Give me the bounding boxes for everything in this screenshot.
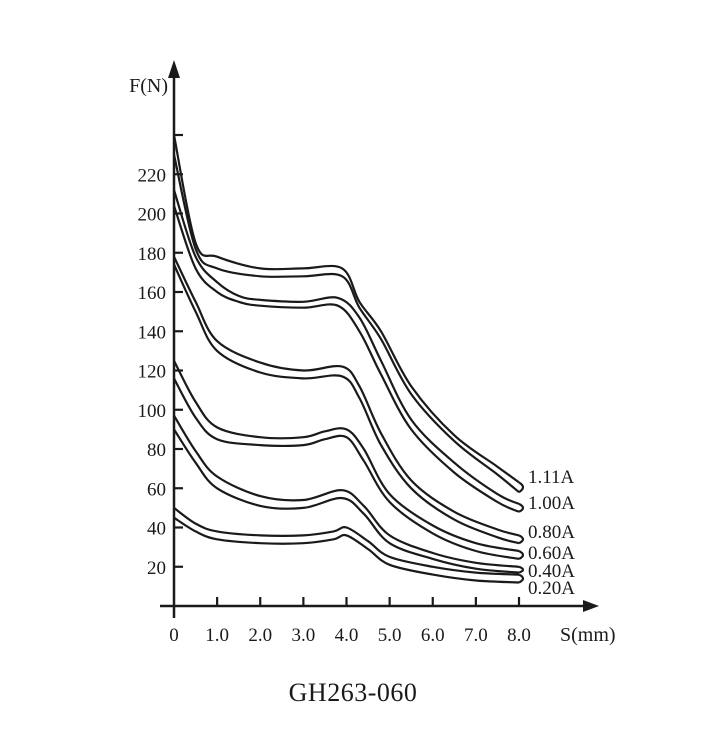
series-upper-curve (172, 134, 520, 484)
series-curves (172, 134, 525, 584)
y-tick-label: 200 (138, 205, 167, 226)
x-tick-label: 5.0 (378, 625, 402, 646)
x-axis-arrow (583, 600, 599, 612)
y-axis-title: F(N) (129, 75, 168, 97)
x-tick-label: 1.0 (205, 625, 229, 646)
series-upper-curve (173, 256, 520, 537)
series-lower-curve (173, 428, 520, 574)
x-tick-label: 0 (169, 625, 179, 646)
curve-label: 0.60A (528, 543, 575, 564)
y-tick-label: 220 (138, 165, 167, 186)
series-upper-curve (172, 189, 520, 505)
series-upper-curve (173, 415, 520, 568)
x-tick-label: 4.0 (335, 625, 359, 646)
y-tick-label: 60 (147, 479, 166, 500)
curve-label: 0.20A (528, 578, 575, 599)
curve-label: 1.00A (528, 493, 575, 514)
curve-label: 1.11A (528, 467, 575, 488)
tick-labels: 0 1.0 2.0 3.0 4.0 5.0 6.0 7.0 8.0 20 40 60 80 100 120 1… (129, 75, 615, 646)
series-lower-curve (173, 377, 520, 560)
series-upper-curve (173, 360, 520, 553)
series-upper-curve (173, 507, 520, 576)
series-end-cap (518, 550, 525, 560)
series-0-80A (172, 256, 525, 545)
series-lower-curve (172, 264, 520, 545)
x-tick-label: 7.0 (464, 625, 488, 646)
y-axis-arrow (168, 60, 180, 78)
curve-label: 0.80A (528, 522, 575, 543)
series-end-cap (518, 534, 525, 545)
series-end-cap (518, 565, 525, 574)
y-tick-label: 160 (138, 283, 167, 304)
series-lower-curve (172, 205, 520, 513)
series-end-cap (518, 481, 525, 494)
series-end-cap (518, 573, 525, 584)
series-0-40A (173, 415, 525, 574)
series-0-20A (173, 507, 525, 584)
x-tick-label: 2.0 (248, 625, 272, 646)
y-tick-label: 40 (147, 519, 166, 540)
y-tick-label: 20 (147, 558, 166, 579)
series-lower-curve (173, 516, 520, 584)
series-lower-curve (172, 154, 520, 494)
y-tick-label: 100 (138, 401, 167, 422)
x-tick-label: 3.0 (292, 625, 316, 646)
series-0-60A (173, 360, 525, 560)
series-end-cap (518, 502, 525, 513)
chart-title: GH263-060 (288, 678, 418, 707)
series-1-11A (172, 134, 525, 494)
y-tick-label: 120 (138, 362, 167, 383)
x-tick-label: 8.0 (507, 625, 531, 646)
y-tick-label: 180 (138, 244, 167, 265)
x-axis-title: S(mm) (560, 624, 616, 646)
series-1-00A (172, 189, 525, 513)
curve-label: 0.40A (528, 561, 575, 582)
x-tick-label: 6.0 (421, 625, 445, 646)
y-tick-label: 80 (147, 440, 166, 461)
y-tick-label: 140 (138, 322, 167, 343)
